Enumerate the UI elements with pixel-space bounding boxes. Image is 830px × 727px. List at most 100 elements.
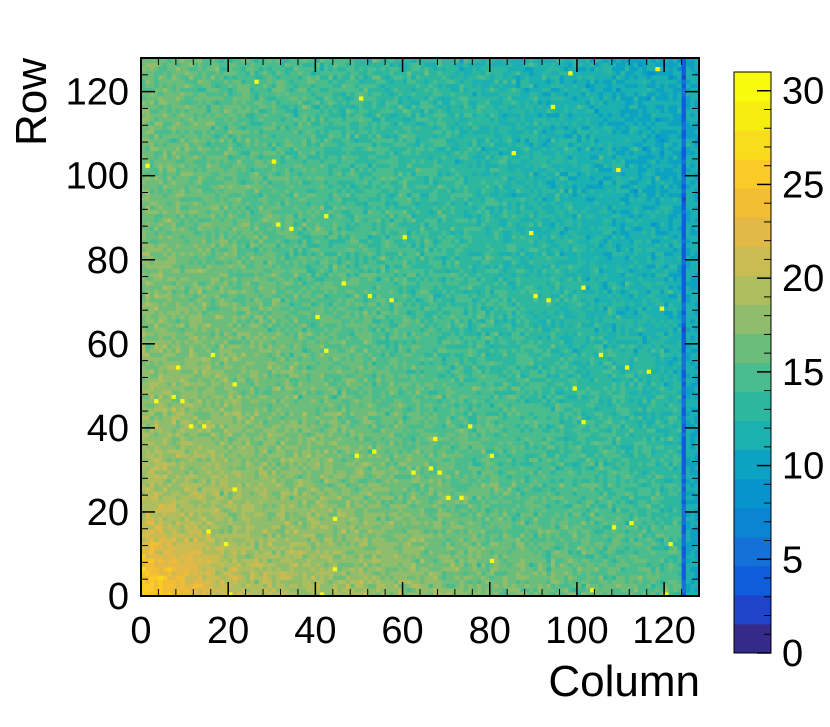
heatmap-cell [690, 432, 696, 437]
heatmap-cell [515, 549, 521, 555]
heatmap-cell [655, 532, 661, 538]
heatmap-cell [616, 499, 622, 505]
heatmap-cell [659, 524, 665, 530]
heatmap-cell [485, 516, 491, 521]
heatmap-cell [197, 453, 203, 458]
heatmap-cell [668, 537, 674, 542]
heatmap-cell [568, 541, 574, 547]
heatmap-cell [655, 583, 661, 589]
heatmap-cell [154, 461, 160, 467]
heatmap-cell [668, 440, 674, 446]
heatmap-cell [594, 448, 600, 454]
heatmap-cell [245, 436, 251, 442]
heatmap-cell [476, 516, 482, 521]
heatmap-cell [302, 478, 308, 484]
heatmap-cell [171, 524, 177, 530]
heatmap-cell [672, 453, 678, 458]
heatmap-cell [481, 545, 486, 551]
heatmap-cell [537, 574, 543, 580]
heatmap-cell [454, 528, 460, 534]
heatmap-cell [202, 503, 207, 509]
heatmap-cell [424, 507, 430, 513]
heatmap-cell [158, 478, 164, 484]
heatmap-cell [145, 427, 151, 433]
heatmap-cell [406, 448, 412, 454]
heatmap-cell [428, 549, 434, 555]
heatmap-cell [345, 486, 351, 492]
heatmap-cell [428, 537, 434, 542]
heatmap-cell [572, 444, 578, 450]
heatmap-cell [398, 579, 404, 584]
heatmap-cell [210, 444, 216, 450]
heatmap-cell [681, 469, 687, 475]
heatmap-cell [236, 465, 242, 471]
heatmap-cell [202, 448, 207, 454]
heatmap-cell [184, 461, 190, 467]
heatmap-cell [402, 528, 408, 534]
heatmap-cell [406, 436, 412, 442]
heatmap-cell [489, 537, 495, 542]
heatmap-cell [485, 461, 491, 467]
heatmap-cell [507, 465, 513, 471]
heatmap-cell [254, 520, 260, 526]
heatmap-cell [341, 440, 347, 446]
heatmap-cell [219, 537, 225, 542]
heatmap-cell [215, 545, 221, 551]
heatmap-cell [372, 562, 378, 568]
heatmap-cell [289, 549, 295, 555]
heatmap-cell [672, 511, 678, 517]
heatmap-cell [267, 486, 273, 492]
heatmap-cell [616, 537, 622, 542]
heatmap-cell [528, 503, 534, 509]
heatmap-cell [402, 448, 408, 454]
heatmap-cell [293, 545, 299, 551]
heatmap-cell [341, 469, 347, 475]
heatmap-cell [271, 570, 277, 576]
heatmap-cell [598, 448, 604, 454]
heatmap-cell [332, 432, 338, 437]
heatmap-cell [328, 453, 334, 458]
heatmap-cell [276, 457, 282, 463]
heatmap-cell [315, 486, 321, 492]
heatmap-cell [219, 516, 225, 521]
heatmap-cell [263, 537, 269, 542]
heatmap-cell [376, 478, 382, 484]
heatmap-cell [302, 532, 308, 538]
heatmap-cell [193, 591, 199, 597]
heatmap-cell [668, 570, 674, 576]
heatmap-cell [437, 516, 443, 521]
heatmap-cell [249, 549, 255, 555]
heatmap-cell [380, 478, 386, 484]
heatmap-cell [372, 524, 378, 530]
heatmap-cell [664, 440, 670, 446]
heatmap-cell [223, 591, 229, 597]
heatmap-cell [428, 457, 434, 463]
heatmap-cell [324, 524, 330, 530]
heatmap-cell [350, 587, 356, 593]
heatmap-cell [546, 524, 552, 530]
heatmap-cell [607, 511, 613, 517]
heatmap-cell [162, 457, 168, 463]
heatmap-cell [624, 541, 630, 547]
heatmap-cell [533, 507, 539, 513]
heatmap-cell [249, 591, 255, 597]
heatmap-cell [433, 440, 439, 446]
heatmap-cell [651, 503, 657, 509]
heatmap-cell [328, 558, 334, 563]
heatmap-cell [642, 574, 648, 580]
heatmap-cell [420, 520, 425, 526]
heatmap-cell [249, 558, 255, 563]
heatmap-cell [485, 528, 491, 534]
heatmap-cell [637, 444, 643, 450]
heatmap-cell [206, 440, 212, 446]
heatmap-cell [485, 541, 491, 547]
heatmap-cell [642, 532, 648, 538]
heatmap-cell [690, 516, 696, 521]
heatmap-cell [450, 503, 456, 509]
heatmap-cell [511, 528, 517, 534]
heatmap-cell [219, 490, 225, 496]
heatmap-cell [598, 469, 604, 475]
heatmap-cell [694, 562, 700, 568]
heatmap-cell [694, 566, 700, 572]
heatmap-cell [389, 566, 395, 572]
